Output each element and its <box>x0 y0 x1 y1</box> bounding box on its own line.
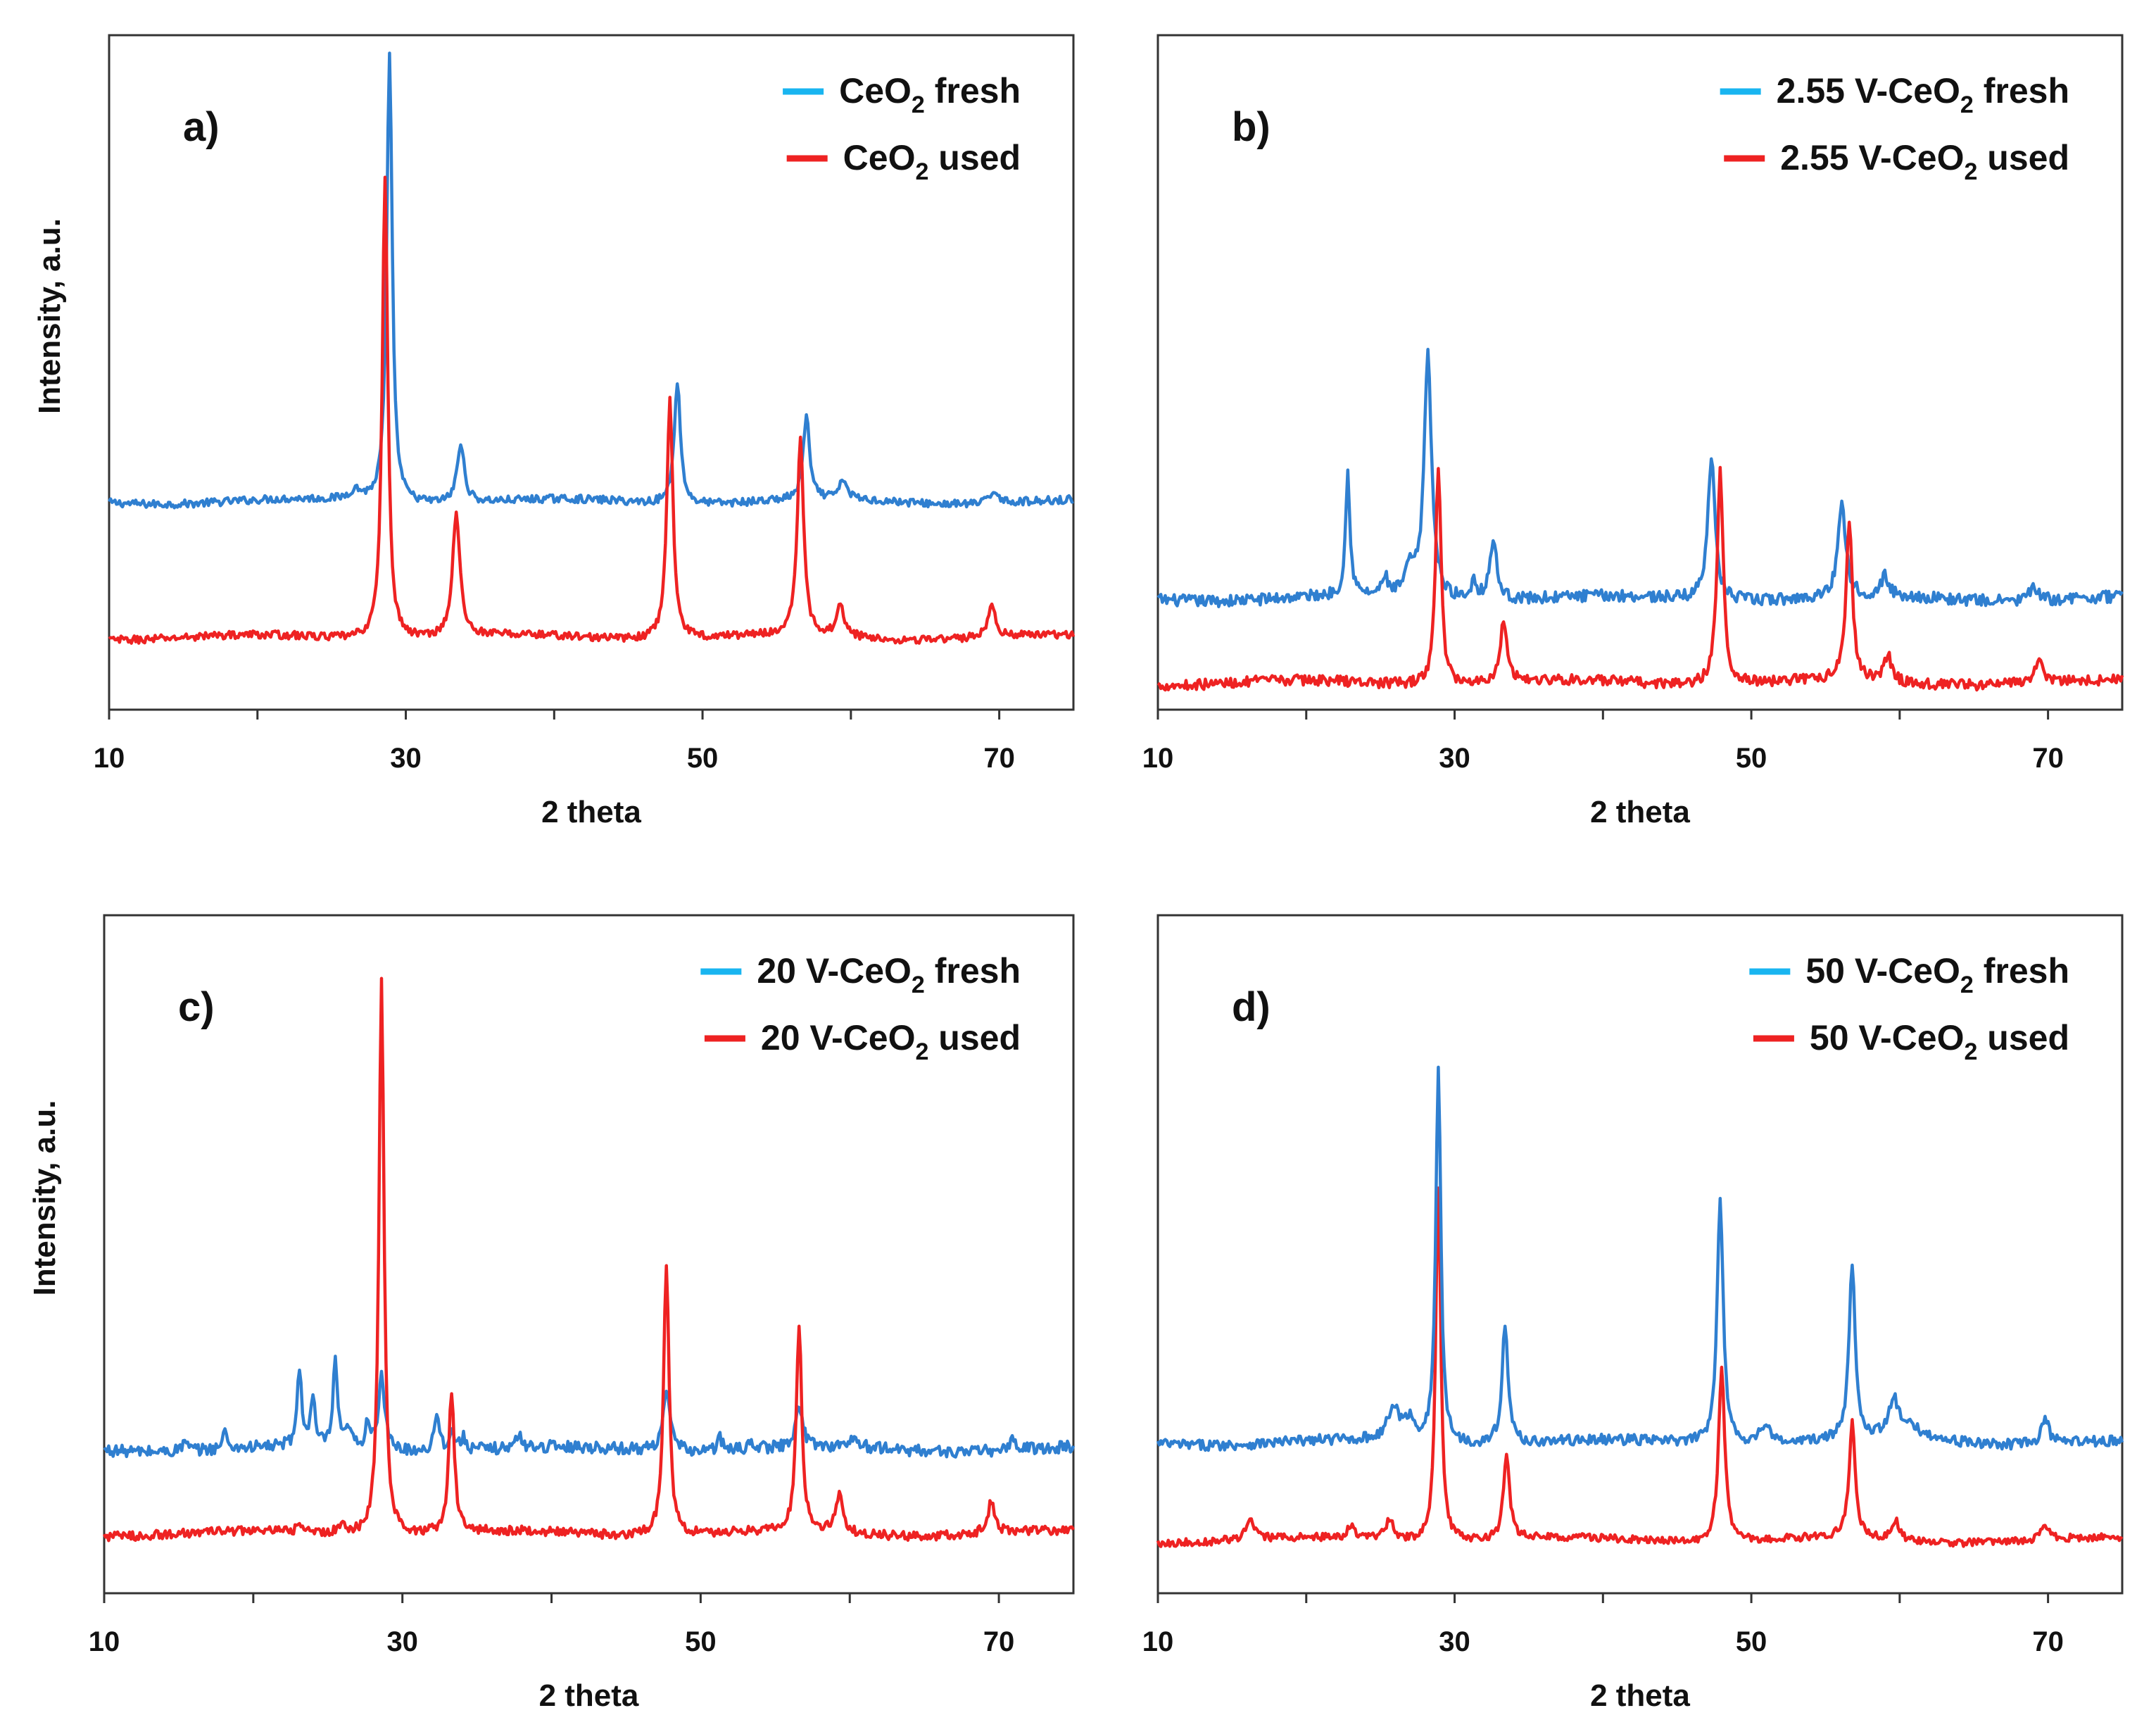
x-tick-label: 30 <box>1439 1626 1470 1657</box>
series-line-fresh <box>1156 1065 2124 1452</box>
x-tick-label: 70 <box>2032 1626 2064 1657</box>
legend-label-used: 20 V-CeO2 used <box>761 1018 1021 1065</box>
x-axis-title: 2 theta <box>539 1678 639 1713</box>
x-tick-label: 30 <box>386 1626 418 1657</box>
plot-frame <box>1156 914 2124 1595</box>
legend-label-fresh: 2.55 V-CeO2 fresh <box>1777 71 2069 118</box>
x-tick-label: 10 <box>94 743 125 774</box>
panel-label: c) <box>178 984 215 1030</box>
plot-frame <box>103 914 1075 1595</box>
panel-label: d) <box>1232 984 1271 1030</box>
x-axis-title: 2 theta <box>1590 795 1690 829</box>
series-line-used <box>102 976 1075 1543</box>
legend-label-fresh: 20 V-CeO2 fresh <box>757 951 1021 998</box>
series-line-fresh <box>108 51 1074 510</box>
x-tick-label: 10 <box>89 1626 120 1657</box>
plot-frame <box>108 34 1075 711</box>
series-line-fresh <box>1156 348 2124 608</box>
x-tick-label: 30 <box>1439 743 1470 774</box>
x-tick-label: 30 <box>390 743 422 774</box>
y-axis-title: Intensity, a.u. <box>27 1100 62 1296</box>
x-tick-label: 10 <box>1142 1626 1174 1657</box>
chart-panel-b: 10 30 50 70 2 theta b) 2.55 V-CeO2 fresh 2.55 V… <box>1142 34 2124 829</box>
x-tick-label: 50 <box>687 743 719 774</box>
panel-label: b) <box>1232 104 1271 150</box>
x-tick-label: 10 <box>1142 743 1174 774</box>
y-axis-title: Intensity, a.u. <box>32 218 67 414</box>
legend-label-used: CeO2 used <box>843 138 1021 185</box>
legend-label-fresh: CeO2 fresh <box>839 71 1021 118</box>
x-tick-label: 70 <box>983 743 1015 774</box>
chart-panel-c: 10 30 50 70 2 theta Intensity, a.u. c) 20 V-CeO… <box>27 914 1076 1713</box>
panel-label: a) <box>183 104 220 150</box>
series-line-used <box>108 175 1076 645</box>
x-axis-title: 2 theta <box>541 795 641 829</box>
series-line-used <box>1156 1186 2124 1548</box>
legend-label-used: 2.55 V-CeO2 used <box>1780 138 2069 185</box>
plot-frame <box>1156 34 2124 711</box>
chart-panel-d: 10 30 50 70 2 theta d) 50 V-CeO2 fresh 50 V-CeO… <box>1142 914 2124 1713</box>
legend-label-fresh: 50 V-CeO2 fresh <box>1805 951 2069 998</box>
x-tick-label: 70 <box>983 1626 1015 1657</box>
legend-label-used: 50 V-CeO2 used <box>1810 1018 2069 1065</box>
x-tick-label: 50 <box>685 1626 717 1657</box>
x-tick-label: 50 <box>1736 743 1767 774</box>
x-tick-label: 70 <box>2032 743 2064 774</box>
x-axis-title: 2 theta <box>1590 1678 1690 1713</box>
series-line-used <box>1156 465 2124 692</box>
x-tick-label: 50 <box>1736 1626 1767 1657</box>
chart-panel-a: 10 30 50 70 2 theta Intensity, a.u. a) CeO2 fre… <box>32 34 1076 829</box>
series-line-fresh <box>103 1355 1076 1459</box>
